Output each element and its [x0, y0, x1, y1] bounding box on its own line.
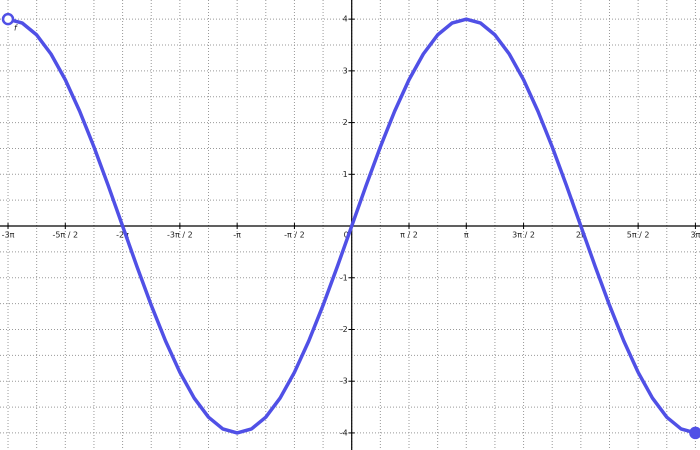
- endpoint: [689, 426, 700, 440]
- y-tick-label: 3: [343, 66, 348, 75]
- x-tick-label: 2π: [576, 231, 586, 240]
- x-tick-label: -2π: [116, 231, 129, 240]
- endpoint: [1, 12, 15, 26]
- x-tick-label: -3π: [2, 231, 15, 240]
- series-label: f: [14, 24, 18, 33]
- x-tick-label: 3π: [690, 231, 700, 240]
- x-tick-label: -5π / 2: [52, 231, 78, 240]
- y-tick-label: -1: [340, 273, 348, 282]
- y-tick-label: 4: [343, 15, 348, 24]
- curve: [7, 17, 696, 435]
- y-tick-label: -2: [340, 325, 348, 334]
- y-tick-label: -3: [340, 377, 348, 386]
- x-tick-label: -3π / 2: [167, 231, 193, 240]
- x-tick-label: 0: [344, 231, 349, 240]
- x-tick-label: 5π / 2: [627, 231, 650, 240]
- y-tick-label: -4: [340, 428, 348, 437]
- x-tick-label: π / 2: [400, 231, 418, 240]
- y-tick-label: 2: [343, 118, 348, 127]
- x-tick-label: -π / 2: [284, 231, 305, 240]
- x-tick-label: π: [464, 231, 469, 240]
- x-tick-label: 3π / 2: [512, 231, 535, 240]
- y-tick-label: 1: [343, 170, 348, 179]
- x-tick-label: -π: [233, 231, 241, 240]
